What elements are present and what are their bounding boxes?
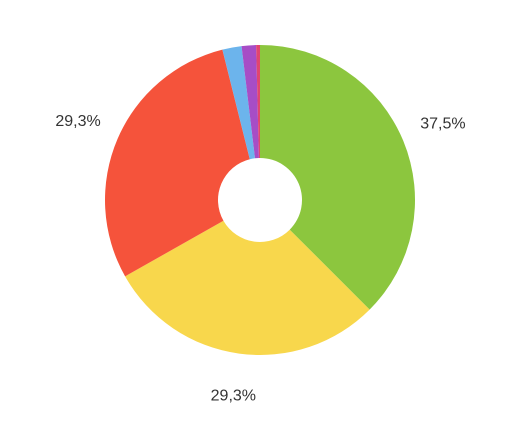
value-label: 29,3%	[55, 113, 100, 130]
slice	[105, 49, 250, 277]
slice	[125, 220, 370, 356]
value-label: 37,5%	[420, 115, 465, 132]
value-label: 29,3%	[211, 387, 256, 404]
slice	[241, 45, 259, 159]
slice	[260, 45, 415, 310]
slice	[256, 45, 260, 159]
slice	[222, 46, 255, 160]
